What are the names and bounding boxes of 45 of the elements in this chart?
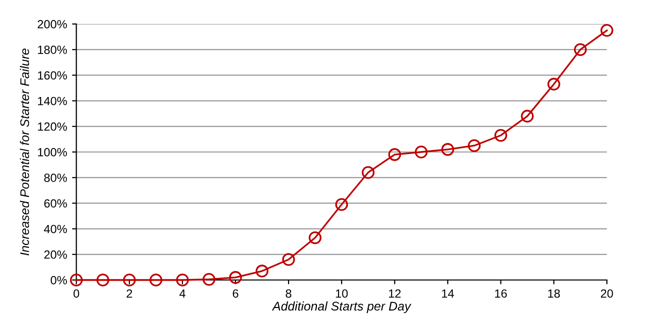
y-tick-label: 140% [38,96,67,106]
point [388,148,402,161]
x-tick-label: 6 [232,289,238,298]
x-tick-label: 2 [126,289,132,298]
point [547,78,560,91]
point [176,274,189,286]
x-tick-label: 14 [442,289,454,298]
point [229,271,242,284]
point [256,264,268,278]
x-tick-label: 4 [179,289,186,298]
y-tick-label: 60% [44,199,67,208]
x-tick-label: 8 [286,289,292,298]
point [362,166,375,179]
y-tick-label: 180% [38,46,67,54]
x-tick-label: 10 [336,289,348,298]
x-tick-label: 20 [600,289,613,298]
y-tick-label: 0% [50,276,67,284]
point [468,139,481,152]
point [123,274,136,286]
point [308,231,322,244]
y-tick-label: 100% [38,148,67,156]
point [96,274,110,286]
point [202,272,216,286]
point [600,24,614,37]
point [574,43,587,56]
point [520,110,534,123]
y-axis-title: Increased Potential for Starter Failure [20,48,30,256]
y-tick-label: 40% [44,224,67,234]
point [414,146,428,158]
point [441,143,454,156]
point [282,253,295,266]
x-tick-label: 16 [495,289,507,298]
y-tick-label: 160% [38,71,67,80]
x-tick-label: 18 [548,289,560,298]
x-tick-label: 0 [74,289,80,298]
x-tick-label: 12 [389,289,401,298]
y-tick-label: 200% [38,20,67,28]
x-axis-title: Additional Starts per Day [272,301,412,314]
point [70,274,83,286]
point [494,128,508,142]
y-tick-label: 120% [38,122,67,131]
y-tick-label: 20% [44,250,67,259]
point [335,198,348,211]
point [150,274,162,286]
y-tick-label: 80% [44,174,67,182]
